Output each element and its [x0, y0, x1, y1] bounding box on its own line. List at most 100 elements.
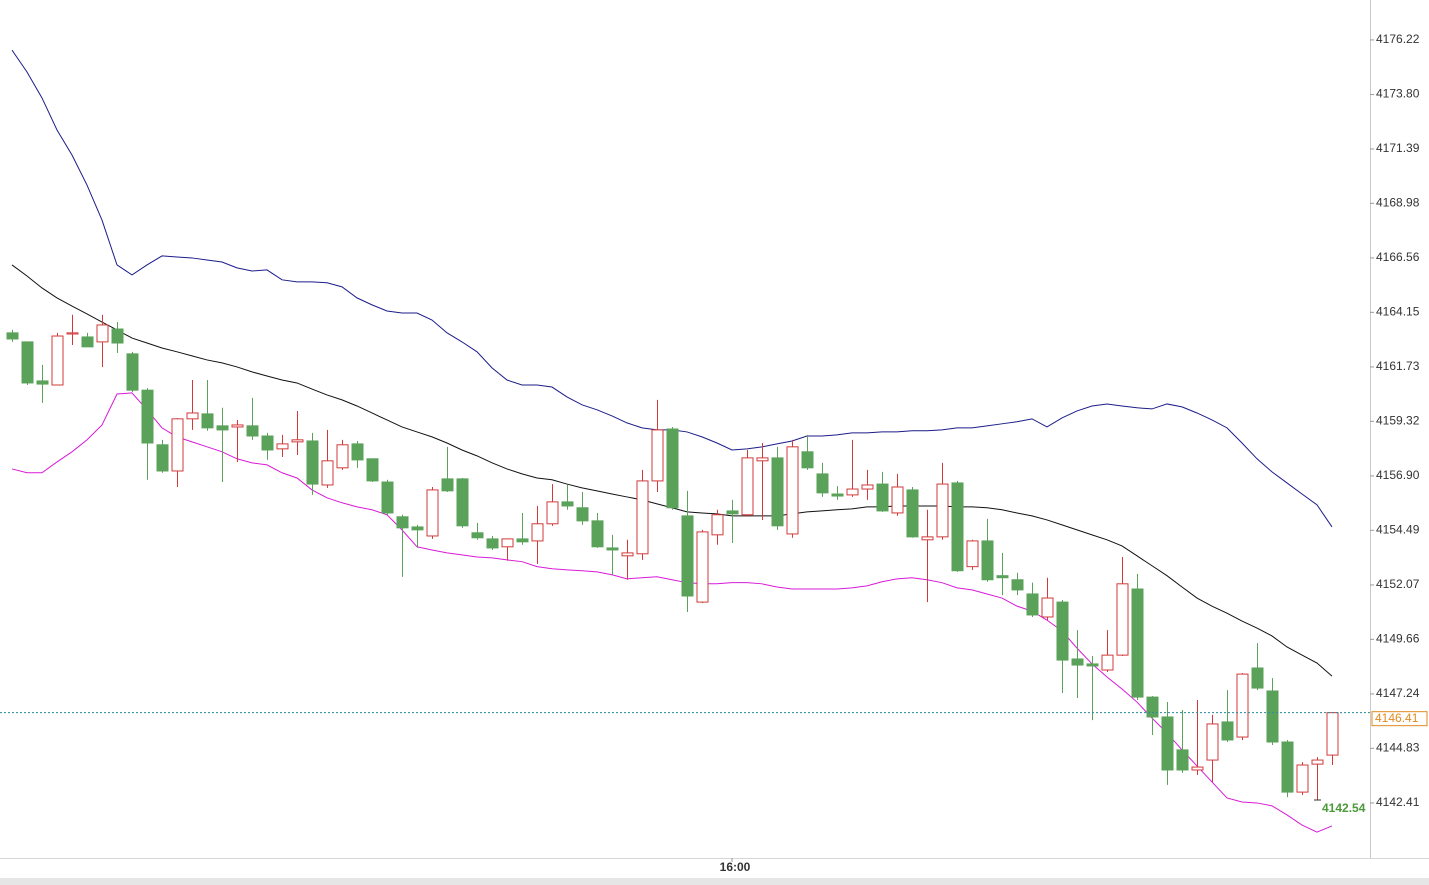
y-tick-label: 4142.41 [1376, 795, 1420, 809]
candle-body [291, 439, 304, 443]
candle-body [96, 324, 109, 343]
candle-body [1251, 667, 1264, 689]
candle-body [846, 488, 859, 496]
candle-body [816, 473, 829, 494]
bottom-strip [0, 878, 1429, 885]
candle-body [606, 547, 619, 551]
candle-body [621, 552, 634, 557]
candle-body [591, 520, 604, 548]
candle-body [726, 510, 739, 515]
candle-body [216, 425, 229, 431]
candle-body [921, 536, 934, 541]
candle-body [486, 538, 499, 549]
candle-body [1236, 673, 1249, 738]
candle-body [516, 538, 529, 543]
candle-body [411, 526, 424, 531]
candle-body [1116, 583, 1129, 656]
candle-body [1131, 588, 1144, 698]
y-tick-label: 4164.15 [1376, 305, 1420, 319]
y-tick-label: 4176.22 [1376, 32, 1420, 46]
candle-body [891, 486, 904, 514]
candle-body [651, 429, 664, 482]
candle-body [1266, 690, 1279, 743]
last-price-label: 4146.41 [1375, 711, 1419, 725]
candle-body [876, 483, 889, 512]
candle-body [786, 446, 799, 535]
candle-body [1296, 764, 1309, 793]
candle-body [81, 336, 94, 348]
candle-body [381, 481, 394, 514]
candle-body [711, 514, 724, 536]
candle-body [966, 540, 979, 568]
candle-body [756, 457, 769, 462]
candle-body [636, 480, 649, 555]
candle-body [981, 540, 994, 581]
y-tick-label: 4161.73 [1376, 359, 1420, 373]
candle-body [936, 483, 949, 538]
candle-body [186, 412, 199, 420]
candle-body [321, 460, 334, 486]
candle-body [561, 501, 574, 507]
candle-body [456, 478, 469, 527]
candle-body [1281, 741, 1294, 793]
candle-body [306, 440, 319, 485]
candle-body [1041, 597, 1054, 618]
y-tick-label: 4154.49 [1376, 522, 1420, 536]
y-tick-label: 4159.32 [1376, 413, 1420, 427]
y-tick-label: 4147.24 [1376, 686, 1420, 700]
candle-body [396, 516, 409, 529]
candle-body [1101, 654, 1114, 671]
candle-body [441, 478, 454, 492]
candle-body [426, 489, 439, 537]
candle-body [1026, 593, 1039, 616]
candle-body [231, 424, 244, 428]
candle-body [681, 515, 694, 597]
candle-body [1176, 749, 1189, 771]
y-tick-label: 4156.90 [1376, 468, 1420, 482]
candle-body [1086, 663, 1099, 667]
candle-body [21, 341, 34, 384]
y-tick-label: 4152.07 [1376, 577, 1420, 591]
candle-body [906, 489, 919, 538]
x-tick-label: 16:00 [720, 860, 751, 874]
candle-body [246, 425, 259, 437]
y-tick-label: 4166.56 [1376, 250, 1420, 264]
candle-body [66, 332, 79, 335]
candle-body [126, 353, 139, 391]
y-tick-label: 4149.66 [1376, 631, 1420, 645]
candle-body [141, 389, 154, 444]
candle-body [366, 458, 379, 482]
candle-body [276, 443, 289, 450]
candle-body [771, 457, 784, 527]
y-tick-label: 4173.80 [1376, 87, 1420, 101]
y-tick-label: 4144.83 [1376, 740, 1420, 754]
candle-body [51, 335, 64, 386]
candle-body [1191, 766, 1204, 771]
candle-body [1161, 716, 1174, 771]
candle-body [861, 484, 874, 490]
candle-body [1326, 712, 1339, 756]
candle-body [801, 451, 814, 469]
candle-body [261, 435, 274, 451]
candle-body [351, 443, 364, 461]
candle-body [831, 493, 844, 497]
candle-body [501, 538, 514, 548]
candle-body [36, 380, 49, 385]
candle-body [1221, 721, 1234, 741]
candle-body [201, 413, 214, 429]
candle-body [531, 523, 544, 542]
candle-body [6, 332, 19, 340]
candle-body [1071, 658, 1084, 666]
candle-body [1206, 723, 1219, 761]
candle-body [666, 428, 679, 509]
candle-body [546, 501, 559, 525]
candle-body [1146, 696, 1159, 718]
candle-body [1011, 579, 1024, 591]
candle-body [576, 507, 589, 522]
candle-body [996, 575, 1009, 579]
low-label: 4142.54 [1322, 801, 1366, 815]
y-tick-label: 4171.39 [1376, 141, 1420, 155]
candle-body [951, 482, 964, 572]
